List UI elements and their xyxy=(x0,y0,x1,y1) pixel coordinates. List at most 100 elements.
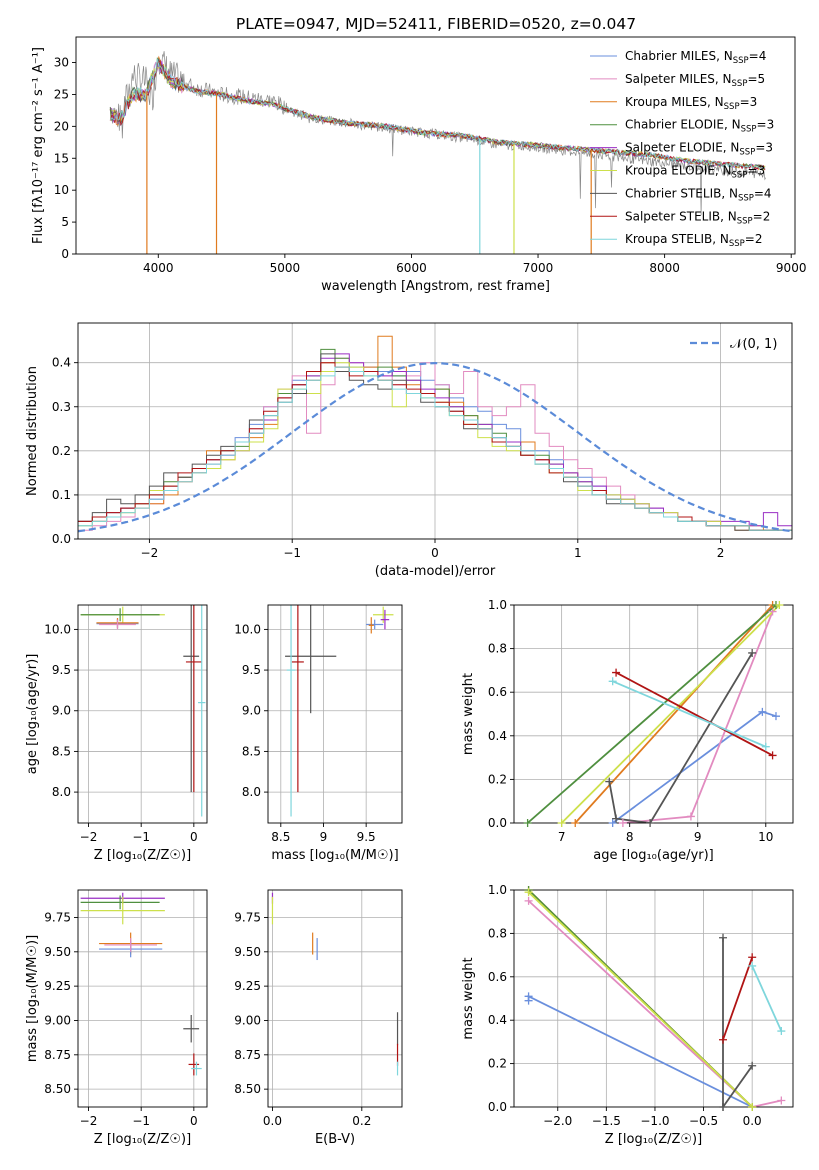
legend-label-chabrier-stelib: Chabrier STELIB, NSSP=4 xyxy=(625,186,772,203)
y-tick-label: 1.0 xyxy=(488,598,507,612)
legend-label-subscript: SSP xyxy=(724,102,740,112)
legend-label-suffix: =2 xyxy=(753,209,771,223)
x-tick-label: 0 xyxy=(431,546,439,560)
weight-line-salpeter-miles xyxy=(527,900,782,1107)
axes-frame xyxy=(77,889,208,1108)
y-tick-label: 0.4 xyxy=(52,356,71,370)
legend-label-text: Kroupa MILES, N xyxy=(625,95,724,109)
y-tick-label: 9.00 xyxy=(44,1013,71,1027)
axes-frame xyxy=(75,36,796,255)
legend-label-kroupa-elodie: Kroupa ELODIE, NSSP=3 xyxy=(625,164,765,181)
legend-label-subscript: SSP xyxy=(739,148,755,158)
legend-label-suffix: =3 xyxy=(757,118,775,132)
x-tick-label: 6000 xyxy=(396,261,427,275)
legend-label-suffix: =4 xyxy=(754,186,772,200)
x-tick-label: −1 xyxy=(132,830,150,844)
panel-z-weight: −2.0 −1.5 −1.0 −0.5 0.0 0.0 0.2 0.4 0.6 0.8 1.0 Z [… xyxy=(461,883,794,1147)
x-axis-label: Z [log₁₀(Z/Z☉)] xyxy=(94,1132,191,1147)
weight-marker-kroupa-stelib xyxy=(777,1027,786,1036)
axes-frame xyxy=(513,604,794,824)
weight-line-kroupa-elodie xyxy=(527,891,753,1107)
x-tick-label: 10 xyxy=(758,830,773,844)
x-axis-label: (data-model)/error xyxy=(375,564,496,579)
weight-line-chabrier-miles xyxy=(527,994,753,1107)
weight-line-kroupa-stelib xyxy=(751,965,783,1032)
axes-frame xyxy=(267,604,403,824)
x-axis-label: Z [log₁₀(Z/Z☉)] xyxy=(94,848,191,863)
y-tick-label: 9.0 xyxy=(242,704,261,718)
legend-label-chabrier-elodie: Chabrier ELODIE, NSSP=3 xyxy=(625,118,774,135)
legend-label-salpeter-elodie: Salpeter ELODIE, NSSP=3 xyxy=(625,141,773,158)
plot-area xyxy=(78,323,792,539)
x-tick-label: −1.5 xyxy=(592,1114,621,1128)
legend-label-text: Chabrier MILES, N xyxy=(625,49,733,63)
y-axis-label: mass [log₁₀(M/M☉)] xyxy=(25,935,40,1062)
legend-label-subscript: SSP xyxy=(733,56,749,66)
legend-label-salpeter-stelib: Salpeter STELIB, NSSP=2 xyxy=(625,209,770,226)
weight-marker-chabrier-miles xyxy=(758,707,767,716)
y-axis-label: age [log₁₀(age/yr)] xyxy=(25,654,40,775)
weight-line-kroupa-stelib xyxy=(612,680,767,748)
y-tick-label: 0.6 xyxy=(488,970,507,984)
x-tick-label: −0.5 xyxy=(689,1114,718,1128)
y-tick-label: 9.75 xyxy=(44,910,71,924)
x-axis-label: age [log₁₀(age/yr)] xyxy=(593,848,714,863)
legend-label-normal: 𝒩(0, 1) xyxy=(730,337,777,352)
y-tick-label: 9.75 xyxy=(234,910,261,924)
axes-frame xyxy=(513,889,794,1108)
weight-marker-kroupa-stelib xyxy=(608,677,617,686)
weight-line-chabrier-stelib xyxy=(722,937,753,1107)
legend-label-chabrier-miles: Chabrier MILES, NSSP=4 xyxy=(625,49,766,66)
legend-label-text: Kroupa STELIB, N xyxy=(625,232,729,246)
weight-marker-chabrier-stelib xyxy=(612,814,621,823)
weight-marker-salpeter-miles xyxy=(524,896,533,905)
weight-marker-kroupa-stelib xyxy=(761,742,770,751)
x-tick-label: 0.2 xyxy=(352,1114,371,1128)
x-tick-label: 9000 xyxy=(776,261,807,275)
x-tick-label: 0.0 xyxy=(263,1114,282,1128)
x-tick-label: −1 xyxy=(283,546,301,560)
legend-label-text: Salpeter ELODIE, N xyxy=(625,141,739,155)
plot-area xyxy=(268,890,402,1107)
plot-area xyxy=(78,890,207,1107)
y-tick-label: 8.0 xyxy=(52,785,71,799)
y-tick-label: 9.25 xyxy=(234,979,261,993)
weight-marker-chabrier-stelib xyxy=(748,648,757,657)
y-tick-label: 5 xyxy=(61,215,69,229)
y-tick-label: 9.50 xyxy=(234,945,261,959)
y-tick-label: 8.75 xyxy=(44,1048,71,1062)
x-axis-label: wavelength [Angstrom, rest frame] xyxy=(321,279,550,294)
legend-label-suffix: =5 xyxy=(747,72,765,86)
y-tick-label: 0.2 xyxy=(488,772,507,786)
plot-area xyxy=(78,605,207,823)
x-tick-label: 9.5 xyxy=(357,830,376,844)
weight-marker-kroupa-elodie xyxy=(524,888,533,897)
x-axis-label: Z [log₁₀(Z/Z☉)] xyxy=(605,1132,702,1147)
x-tick-label: 9 xyxy=(694,830,702,844)
figure-title: PLATE=0947, MJD=52411, FIBERID=0520, z=0… xyxy=(236,15,636,33)
panel-z-age: −2 −1 0 8.0 8.5 9.0 9.5 10.0 Z [log₁₀(Z/Z☉)] age … xyxy=(25,604,208,863)
weight-line-chabrier-elodie xyxy=(527,605,777,823)
y-tick-label: 25 xyxy=(54,87,69,101)
legend-label-salpeter-miles: Salpeter MILES, NSSP=5 xyxy=(625,72,765,89)
legend-label-kroupa-stelib: Kroupa STELIB, NSSP=2 xyxy=(625,232,763,249)
weight-marker-chabrier-stelib xyxy=(719,933,728,942)
y-tick-label: 0.8 xyxy=(488,642,507,656)
y-tick-label: 8.5 xyxy=(52,744,71,758)
legend-label-text: Chabrier STELIB, N xyxy=(625,186,738,200)
axes-frame xyxy=(77,604,208,824)
weight-marker-chabrier-miles xyxy=(524,992,533,1001)
y-tick-label: 9.00 xyxy=(234,1013,261,1027)
y-tick-label: 15 xyxy=(54,151,69,165)
legend-label-subscript: SSP xyxy=(738,193,754,203)
y-tick-label: 0.4 xyxy=(488,729,507,743)
y-tick-label: 0.3 xyxy=(52,400,71,414)
y-tick-label: 0.4 xyxy=(488,1013,507,1027)
x-tick-label: 1 xyxy=(574,546,582,560)
x-tick-label: −2 xyxy=(141,546,159,560)
y-tick-label: 0.6 xyxy=(488,685,507,699)
y-tick-label: 9.25 xyxy=(44,979,71,993)
y-tick-label: 9.0 xyxy=(52,704,71,718)
weight-marker-kroupa-elodie xyxy=(557,819,566,827)
weight-marker-chabrier-stelib xyxy=(646,819,655,827)
